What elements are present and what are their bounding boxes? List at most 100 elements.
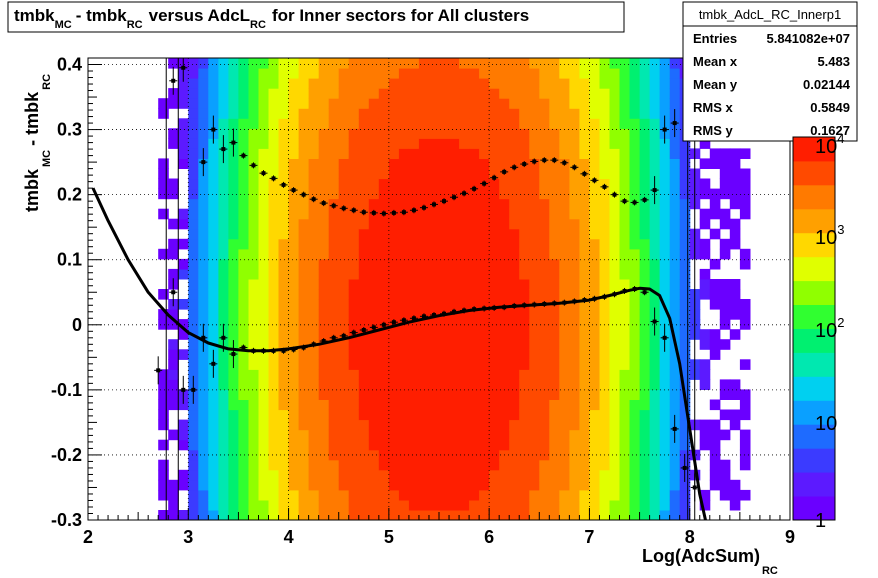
heatmap-cell — [599, 168, 611, 180]
heatmap-cell — [609, 238, 621, 250]
heatmap-cell — [479, 148, 490, 159]
heatmap-cell — [158, 319, 169, 330]
heatmap-cell — [368, 439, 380, 451]
heatmap-cell — [378, 188, 390, 200]
heatmap-cell — [378, 88, 390, 99]
heatmap-cell — [439, 218, 450, 230]
heatmap-cell — [459, 309, 470, 320]
heatmap-cell — [619, 178, 631, 190]
heatmap-cell — [178, 148, 189, 159]
heatmap-cell — [609, 158, 621, 169]
heatmap-cell — [429, 319, 440, 330]
heatmap-cell — [609, 88, 621, 99]
heatmap-cell — [388, 469, 400, 481]
heatmap-cell — [248, 459, 260, 471]
heatmap-cell — [539, 198, 550, 210]
heatmap-cell — [439, 228, 450, 240]
heatmap-cell — [459, 389, 470, 400]
heatmap-cell — [328, 248, 340, 260]
heatmap-cell — [559, 78, 570, 89]
heatmap-cell — [238, 359, 249, 370]
heatmap-cell — [188, 128, 199, 139]
heatmap-cell — [218, 108, 229, 119]
heatmap-cell — [318, 68, 330, 79]
rms-point-marker — [211, 127, 216, 132]
heatmap-cell — [418, 88, 430, 99]
heatmap-cell — [308, 218, 320, 230]
heatmap-cell — [589, 419, 600, 431]
heatmap-cell — [348, 168, 360, 180]
heatmap-cell — [288, 238, 300, 250]
heatmap-cell — [659, 409, 671, 421]
heatmap-cell — [338, 359, 350, 370]
heatmap-cell — [398, 359, 410, 370]
heatmap-cell — [509, 58, 520, 69]
heatmap-cell — [388, 439, 400, 451]
heatmap-cell — [278, 329, 290, 340]
heatmap-cell — [459, 158, 470, 169]
heatmap-cell — [378, 459, 390, 471]
heatmap-cell — [649, 118, 661, 129]
heatmap-cell — [679, 218, 691, 230]
heatmap-cell — [649, 499, 661, 511]
heatmap-cell — [288, 349, 300, 360]
heatmap-cell — [408, 510, 420, 520]
heatmap-cell — [699, 218, 711, 230]
heatmap-cell — [479, 439, 490, 451]
heatmap-cell — [328, 399, 340, 411]
heatmap-cell — [459, 138, 470, 149]
heatmap-cell — [258, 98, 270, 109]
heatmap-cell — [649, 228, 661, 240]
heatmap-cell — [429, 158, 440, 169]
heatmap-cell — [609, 228, 621, 240]
heatmap-cell — [288, 218, 300, 230]
palette-frame — [792, 136, 836, 521]
heatmap-cell — [499, 128, 510, 139]
heatmap-cell — [549, 399, 560, 411]
stats-value-1: 5.483 — [817, 54, 850, 69]
heatmap-cell — [639, 218, 651, 230]
heatmap-cell — [368, 188, 380, 200]
heatmap-cell — [589, 198, 600, 210]
heatmap-cell — [408, 419, 420, 431]
heatmap-cell — [258, 389, 270, 400]
heatmap-cell — [208, 178, 219, 190]
heatmap-cell — [278, 208, 290, 220]
heatmap-cell — [338, 510, 350, 520]
heatmap-cell — [469, 329, 480, 340]
heatmap-cell — [599, 429, 611, 441]
heatmap-cell — [258, 399, 270, 411]
heatmap-cell — [579, 399, 590, 411]
heatmap-cell — [268, 489, 280, 501]
heatmap-cell — [418, 108, 430, 119]
heatmap-cell — [368, 68, 380, 79]
heatmap-cell — [228, 178, 239, 190]
heatmap-cell — [719, 248, 731, 260]
heatmap-cell — [559, 148, 570, 159]
heatmap-cell — [338, 238, 350, 250]
heatmap-cell — [398, 369, 410, 380]
stats-label-3: RMS x — [693, 100, 734, 115]
heatmap-cell — [449, 299, 460, 310]
heatmap-cell — [298, 128, 310, 139]
heatmap-cell — [348, 499, 360, 511]
heatmap-cell — [709, 479, 721, 491]
heatmap-cell — [268, 510, 280, 520]
heatmap-cell — [188, 98, 199, 109]
heatmap-cell — [629, 469, 641, 481]
heatmap-cell — [499, 469, 510, 481]
heatmap-cell — [669, 349, 681, 360]
heatmap-cell — [559, 98, 570, 109]
heatmap-cell — [388, 459, 400, 471]
heatmap-cell — [559, 349, 570, 360]
heatmap-cell — [328, 218, 340, 230]
heatmap-cell — [318, 178, 330, 190]
heatmap-cell — [318, 258, 330, 270]
heatmap-cell — [719, 158, 731, 169]
heatmap-cell — [298, 299, 310, 310]
heatmap-cell — [509, 409, 520, 421]
heatmap-cell — [258, 329, 270, 340]
heatmap-cell — [679, 289, 691, 300]
heatmap-cell — [308, 198, 320, 210]
heatmap-cell — [709, 279, 721, 290]
